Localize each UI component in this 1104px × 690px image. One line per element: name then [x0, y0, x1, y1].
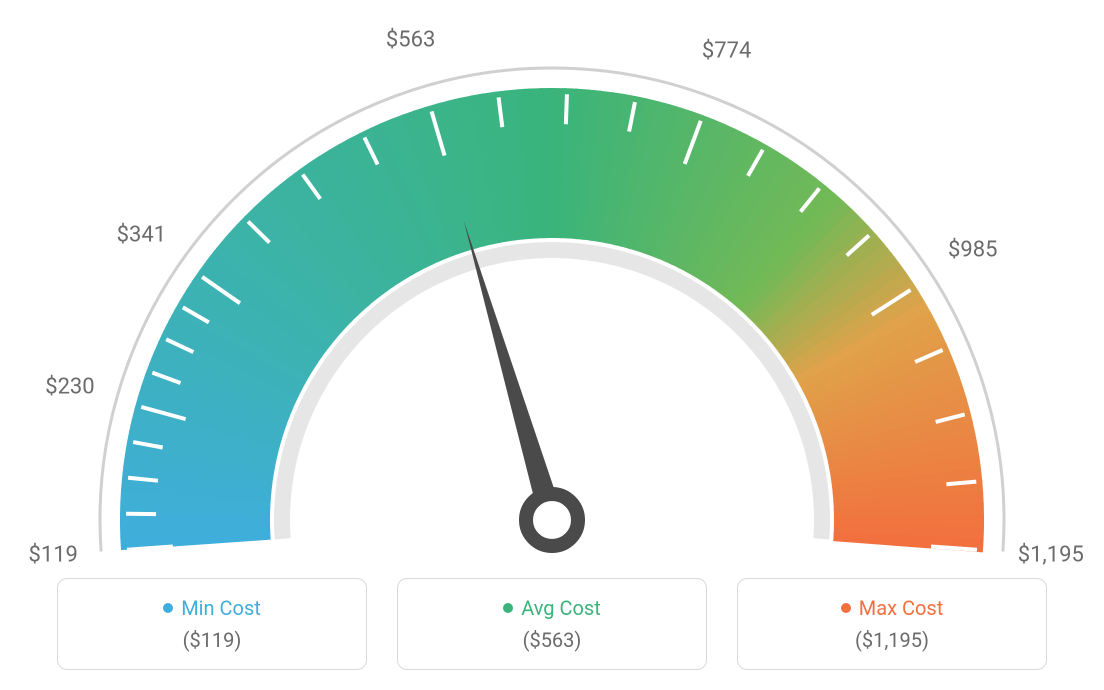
- gauge-needle-hub: [526, 494, 578, 546]
- legend-min-top: Min Cost: [163, 596, 261, 620]
- legend-max-value: ($1,195): [855, 628, 929, 652]
- gauge-tick-label: $119: [28, 542, 77, 567]
- gauge-tick-label: $985: [948, 237, 997, 262]
- legend-avg-label: Avg Cost: [521, 596, 601, 620]
- gauge-tick-label: $230: [45, 375, 94, 400]
- gauge-tick-label: $774: [702, 39, 751, 64]
- legend-max-label: Max Cost: [859, 596, 944, 620]
- gauge-svg: [0, 0, 1104, 560]
- legend-max-top: Max Cost: [841, 596, 944, 620]
- dot-icon: [841, 603, 851, 613]
- legend: Min Cost ($119) Avg Cost ($563) Max Cost…: [0, 578, 1104, 670]
- cost-gauge: $119$230$341$563$774$985$1,195: [0, 0, 1104, 560]
- gauge-tick-label: $563: [386, 28, 435, 53]
- legend-min-value: ($119): [183, 628, 242, 652]
- legend-min-label: Min Cost: [181, 596, 261, 620]
- dot-icon: [163, 603, 173, 613]
- dot-icon: [503, 603, 513, 613]
- legend-avg-box: Avg Cost ($563): [397, 578, 707, 670]
- legend-min-box: Min Cost ($119): [57, 578, 367, 670]
- gauge-tick-label: $1,195: [1018, 542, 1084, 567]
- gauge-tick-label: $341: [117, 222, 166, 247]
- legend-avg-top: Avg Cost: [503, 596, 601, 620]
- legend-avg-value: ($563): [523, 628, 582, 652]
- legend-max-box: Max Cost ($1,195): [737, 578, 1047, 670]
